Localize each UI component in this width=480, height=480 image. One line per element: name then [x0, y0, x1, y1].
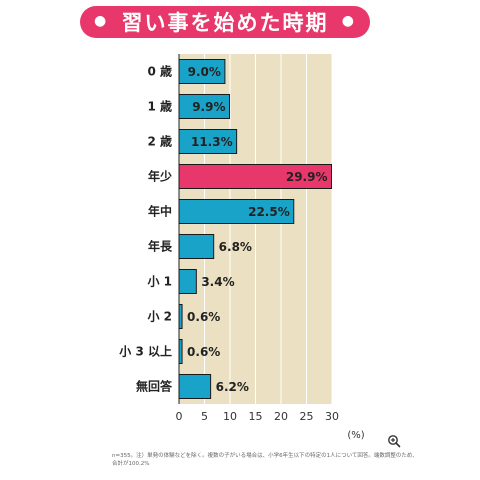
data-label: 6.2% — [216, 380, 249, 394]
bar — [178, 339, 183, 364]
data-label: 29.9% — [286, 170, 328, 184]
bar — [178, 94, 230, 119]
x-tick-label: 20 — [274, 410, 288, 423]
footnote: n=355。注）単発の体験などを除く。複数の子がいる場合は、小学6年生以下の特定… — [112, 453, 418, 467]
chart-title: 習い事を始めた時期 — [121, 11, 329, 35]
x-unit-label: (%) — [347, 430, 364, 441]
x-tick-label: 15 — [249, 410, 263, 423]
bar — [178, 164, 332, 189]
category-label: 年少 — [148, 169, 172, 184]
data-label: 0.6% — [187, 345, 220, 359]
bar — [178, 59, 226, 84]
bullet-dot-icon: ● — [341, 13, 356, 29]
category-label: 2 歳 — [147, 134, 172, 149]
category-label: 小 1 — [147, 274, 172, 289]
data-label: 0.6% — [187, 310, 220, 324]
category-label: 年中 — [148, 204, 172, 219]
bar — [178, 234, 215, 259]
category-label: 年長 — [148, 239, 173, 254]
x-tick-label: 10 — [223, 410, 237, 423]
category-label: 小 3 以上 — [119, 344, 172, 359]
zoom-in-icon[interactable] — [387, 434, 401, 448]
bullet-dot-icon: ● — [94, 13, 109, 29]
data-label: 9.9% — [192, 100, 225, 114]
data-label: 6.8% — [219, 240, 252, 254]
category-label: 無回答 — [136, 379, 173, 394]
bar — [178, 304, 183, 329]
category-label: 1 歳 — [147, 99, 172, 114]
data-label: 22.5% — [248, 205, 290, 219]
data-label: 11.3% — [191, 135, 233, 149]
x-tick-label: 0 — [176, 410, 183, 423]
chart-title-banner: ● 習い事を始めた時期 ● — [80, 6, 370, 38]
x-tick-label: 5 — [201, 410, 208, 423]
category-label: 小 2 — [147, 309, 172, 324]
data-label: 3.4% — [201, 275, 234, 289]
x-tick-label: 25 — [300, 410, 314, 423]
x-tick-label: 30 — [325, 410, 339, 423]
bar — [178, 129, 238, 154]
bar — [178, 374, 212, 399]
bar — [178, 199, 295, 224]
bar — [178, 269, 197, 294]
data-label: 9.0% — [188, 65, 221, 79]
category-label: 0 歳 — [147, 64, 172, 79]
